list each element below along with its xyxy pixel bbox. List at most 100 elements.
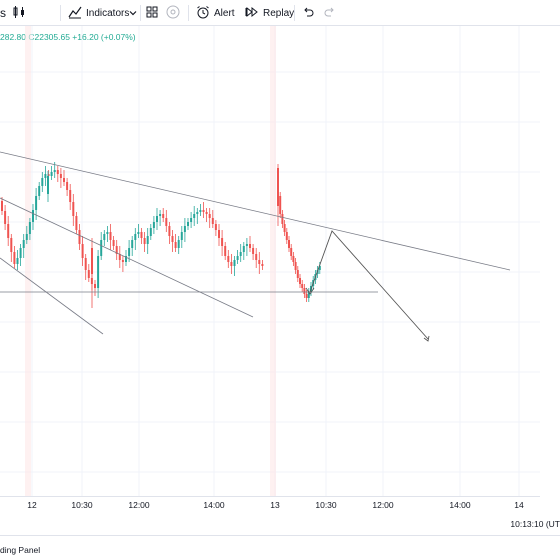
candle-body [91, 248, 93, 274]
candle-body [296, 270, 299, 278]
candle-body [1, 201, 3, 211]
candle-body [279, 196, 282, 214]
undo-button[interactable] [302, 4, 314, 22]
candle-body [149, 228, 152, 236]
candle-body [183, 226, 186, 232]
candle-body [97, 256, 100, 288]
candle-body [106, 232, 109, 234]
candle-body [59, 174, 62, 178]
x-tick-label: 12 [27, 500, 37, 510]
candle-body [22, 240, 25, 248]
layout-grid-icon [146, 6, 158, 21]
redo-icon [324, 6, 336, 21]
candle-body [283, 224, 286, 232]
trendline-upper [0, 151, 511, 271]
candle-body [16, 258, 19, 264]
candle-body [233, 260, 236, 266]
candle-body [245, 244, 248, 246]
candle-body [131, 240, 134, 248]
time-axis[interactable]: 12 10:30 12:00 14:00 13 10:30 12:00 14:00 14 [0, 496, 560, 516]
indicators-label: Indicators [86, 7, 130, 19]
candle-body [128, 248, 131, 256]
candle-body [239, 252, 242, 256]
candle-body [19, 248, 22, 258]
candle-body [115, 246, 118, 254]
candle-body [249, 244, 251, 248]
candle-body [255, 254, 258, 260]
candle-body [140, 232, 143, 238]
candle-body [290, 248, 293, 256]
symbol-fragment[interactable]: s [0, 6, 6, 20]
candle-body [146, 236, 149, 244]
candle-body [193, 214, 196, 218]
x-tick-label: 12:00 [128, 500, 150, 510]
candle-body [81, 244, 84, 258]
session-highlight [270, 26, 276, 496]
candle-body [109, 232, 112, 240]
candle-body [69, 190, 72, 202]
session-highlight [25, 26, 31, 496]
candle-body [303, 288, 306, 294]
candle-body [100, 240, 103, 256]
replay-button[interactable]: Replay [245, 4, 294, 22]
trendline-middle [0, 197, 254, 318]
candle-body [174, 242, 177, 248]
redo-button[interactable] [324, 4, 336, 22]
candle-body [7, 224, 10, 238]
trendline-lower [0, 257, 104, 335]
x-tick-label: 14:00 [449, 500, 471, 510]
candle-body [307, 292, 310, 298]
candle-body [187, 222, 189, 226]
candle-body [84, 258, 87, 270]
drawings[interactable] [0, 151, 511, 342]
indicators-icon [68, 5, 82, 22]
candle-body [196, 212, 199, 214]
candle-body [50, 172, 53, 176]
x-tick-label: 10:30 [315, 500, 337, 510]
candle-body [25, 234, 28, 240]
candle-body [277, 168, 279, 206]
candle-body [227, 256, 230, 262]
chart-type-icon [12, 5, 26, 22]
candle-body [121, 260, 124, 262]
objects-button[interactable] [166, 4, 180, 22]
candle-body [261, 264, 264, 266]
candle-body [118, 254, 121, 260]
toolbar-divider [60, 5, 61, 21]
templates-button[interactable] [146, 4, 158, 22]
candle-body [159, 214, 162, 216]
replay-label: Replay [263, 7, 295, 19]
candle-body [56, 170, 59, 174]
candle-body [292, 256, 295, 262]
bottom-divider [0, 535, 560, 536]
alert-button[interactable]: Alert [196, 4, 235, 22]
candle-body [35, 196, 38, 210]
indicators-button[interactable]: Indicators [68, 4, 129, 22]
candle-body [288, 240, 290, 248]
candle-body [28, 222, 31, 234]
candle-body [13, 252, 16, 264]
candle-body [94, 284, 96, 288]
candle-body [202, 210, 205, 212]
alert-label: Alert [214, 7, 235, 19]
candle-body [75, 216, 78, 230]
candle-body [294, 262, 297, 270]
candle-body [242, 246, 245, 252]
clock-readout[interactable]: 10:13:10 (UT [510, 519, 560, 529]
candle-body [87, 270, 90, 278]
candle-body [53, 170, 56, 172]
toolbar-divider [188, 5, 189, 21]
candle-body [281, 214, 284, 224]
price-chart[interactable] [0, 26, 560, 496]
bar-style-button[interactable] [12, 4, 26, 22]
x-tick-label: 12:00 [372, 500, 394, 510]
candle-body [152, 222, 155, 228]
projection-path [309, 230, 429, 340]
projection-arrowhead-1 [305, 287, 315, 295]
candle-body [41, 178, 44, 186]
candle-body [10, 238, 13, 252]
replay-icon [245, 5, 259, 22]
undo-icon [302, 6, 314, 21]
indicators-dropdown[interactable] [129, 4, 137, 22]
trading-panel-tab[interactable]: ding Panel [0, 545, 41, 555]
